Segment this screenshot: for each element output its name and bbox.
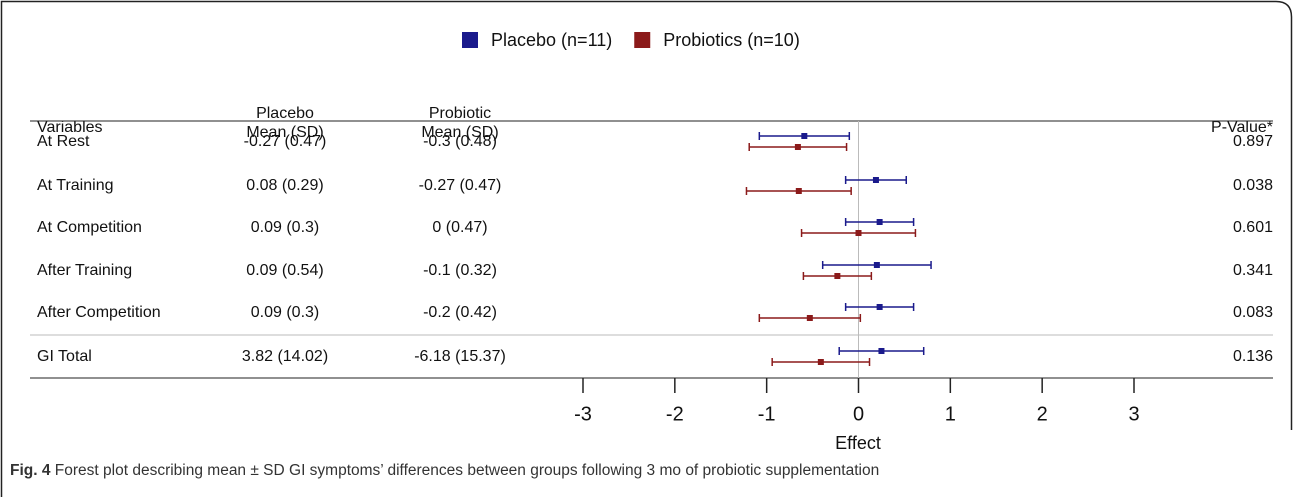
variable: At Rest xyxy=(37,133,90,150)
placebo-mean: -0.27 (0.47) xyxy=(244,133,327,150)
placebo-mean: 0.08 (0.29) xyxy=(246,177,323,194)
x-tick-label: 3 xyxy=(1128,403,1139,425)
placebo-mean: 0.09 (0.3) xyxy=(251,304,319,321)
caption-text: Forest plot describing mean ± SD GI symp… xyxy=(55,462,879,479)
p-value: 0.601 xyxy=(1233,219,1273,236)
x-axis-label: Effect xyxy=(835,433,881,453)
header-placebo: Mean (SD) xyxy=(246,124,323,141)
header-p-value: P-Value* xyxy=(1211,119,1273,136)
p-value: 0.038 xyxy=(1233,177,1273,194)
point xyxy=(794,144,801,150)
legend-swatch xyxy=(634,32,651,48)
placebo-mean: 0.09 (0.54) xyxy=(246,262,323,279)
variable: At Competition xyxy=(37,219,142,236)
point xyxy=(855,230,862,236)
probiotic-mean: 0 (0.47) xyxy=(432,219,487,236)
legend-label: Placebo (n=11) xyxy=(491,30,612,50)
placebo-mean: 3.82 (14.02) xyxy=(242,348,328,365)
header-probiotic: Probiotic xyxy=(429,105,491,122)
p-value: 0.341 xyxy=(1233,262,1273,279)
caption-label: Fig. 4 xyxy=(10,462,51,479)
probiotic-mean: -0.27 (0.47) xyxy=(419,177,502,194)
point xyxy=(873,262,880,268)
probiotic-mean: -6.18 (15.37) xyxy=(414,348,506,365)
point xyxy=(806,315,813,321)
x-tick-label: 0 xyxy=(853,403,864,425)
header-variables: Variables xyxy=(37,119,103,136)
point xyxy=(876,304,883,310)
header-placebo: Placebo xyxy=(256,105,314,122)
legend-swatch xyxy=(462,32,478,48)
header-probiotic: Mean (SD) xyxy=(421,124,498,141)
probiotic-mean: -0.2 (0.42) xyxy=(423,304,497,321)
point xyxy=(801,133,808,139)
legend-label: Probiotics (n=10) xyxy=(663,30,800,50)
x-tick-label: 2 xyxy=(1037,403,1048,425)
x-tick-label: -1 xyxy=(758,403,776,425)
caption: Fig. 4 Forest plot describing mean ± SD … xyxy=(10,462,879,479)
point xyxy=(872,177,879,183)
point xyxy=(878,348,885,354)
probiotic-mean: -0.3 (0.48) xyxy=(423,133,497,150)
point xyxy=(817,359,824,365)
point xyxy=(834,273,841,279)
p-value: 0.136 xyxy=(1233,348,1273,365)
x-tick-label: 1 xyxy=(945,403,956,425)
point xyxy=(795,188,802,194)
point xyxy=(876,219,883,225)
p-value: 0.897 xyxy=(1233,133,1273,150)
variable: After Training xyxy=(37,262,132,279)
variable: At Training xyxy=(37,177,113,194)
placebo-mean: 0.09 (0.3) xyxy=(251,219,319,236)
variable: After Competition xyxy=(37,304,161,321)
x-tick-label: -2 xyxy=(666,403,684,425)
probiotic-mean: -0.1 (0.32) xyxy=(423,262,497,279)
variable: GI Total xyxy=(37,348,92,365)
p-value: 0.083 xyxy=(1233,304,1273,321)
x-tick-label: -3 xyxy=(574,403,592,425)
